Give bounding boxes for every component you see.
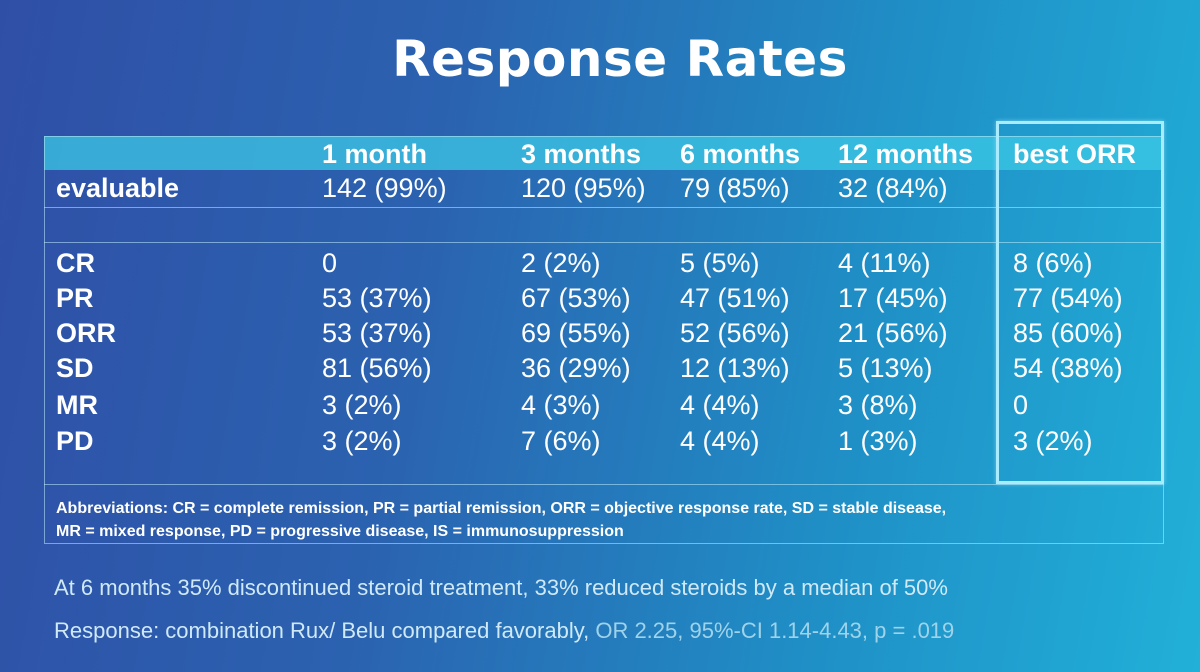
row-label-sd: SD [56, 353, 94, 383]
table-cell: 85 (60%) [1013, 318, 1123, 348]
combination-note-stats: OR 2.25, 95%-CI 1.14-4.43, p = .019 [589, 618, 955, 643]
combination-note: Response: combination Rux/ Belu compared… [54, 618, 954, 644]
table-cell: 77 (54%) [1013, 283, 1123, 313]
table-cell: 8 (6%) [1013, 248, 1093, 278]
column-header-12-months: 12 months [838, 139, 974, 169]
table-cell: 0 [322, 248, 338, 278]
table-cell: 52 (56%) [680, 318, 790, 348]
table-cell: 4 (4%) [680, 390, 760, 420]
table-divider [44, 242, 1164, 243]
abbreviations-line-1: Abbreviations: CR = complete remission, … [56, 500, 947, 517]
row-label-cr: CR [56, 248, 95, 278]
row-label-orr: ORR [56, 318, 116, 348]
table-cell: 36 (29%) [521, 353, 631, 383]
table-header-band [44, 136, 1164, 170]
row-label-evaluable: evaluable [56, 173, 180, 203]
row-label-mr: MR [56, 390, 98, 420]
table-cell: 67 (53%) [521, 283, 631, 313]
table-cell: 53 (37%) [322, 318, 432, 348]
column-header-best-orr: best ORR [1013, 139, 1137, 169]
table-cell: 17 (45%) [838, 283, 948, 313]
table-cell: 2 (2%) [521, 248, 601, 278]
table-cell: 7 (6%) [521, 426, 601, 456]
column-header-6-months: 6 months [680, 139, 801, 169]
abbreviations-note: Abbreviations: CR = complete remission, … [56, 497, 1166, 543]
abbreviations-line-2: MR = mixed response, PD = progressive di… [56, 523, 624, 540]
table-cell: 54 (38%) [1013, 353, 1123, 383]
table-cell: 5 (5%) [680, 248, 760, 278]
table-cell: 4 (11%) [838, 248, 931, 278]
table-cell: 4 (3%) [521, 390, 601, 420]
table-cell: 3 (8%) [838, 390, 918, 420]
table-cell: 69 (55%) [521, 318, 631, 348]
table-divider [44, 207, 1164, 208]
table-cell: 79 (85%) [680, 173, 790, 203]
table-cell: 142 (99%) [322, 173, 447, 203]
column-header-3-months: 3 months [521, 139, 642, 169]
table-cell: 3 (2%) [322, 426, 402, 456]
table-cell: 53 (37%) [322, 283, 432, 313]
table-cell: 21 (56%) [838, 318, 948, 348]
table-cell: 3 (2%) [322, 390, 402, 420]
steroid-note: At 6 months 35% discontinued steroid tre… [54, 575, 948, 600]
row-label-pd: PD [56, 426, 94, 456]
table-cell: 81 (56%) [322, 353, 432, 383]
table-cell: 120 (95%) [521, 173, 646, 203]
table-divider [44, 484, 1164, 485]
best-orr-highlight [996, 121, 1164, 484]
table-cell: 32 (84%) [838, 173, 948, 203]
table-cell: 5 (13%) [838, 353, 933, 383]
row-label-pr: PR [56, 283, 94, 313]
table-cell: 3 (2%) [1013, 426, 1093, 456]
table-cell: 4 (4%) [680, 426, 760, 456]
combination-note-main: Response: combination Rux/ Belu compared… [54, 618, 590, 643]
column-header-1-month: 1 month [322, 139, 427, 169]
table-cell: 1 (3%) [838, 426, 918, 456]
table-cell: 12 (13%) [680, 353, 790, 383]
table-cell: 0 [1013, 390, 1029, 420]
page-title: Response Rates [392, 30, 848, 88]
table-cell: 47 (51%) [680, 283, 790, 313]
